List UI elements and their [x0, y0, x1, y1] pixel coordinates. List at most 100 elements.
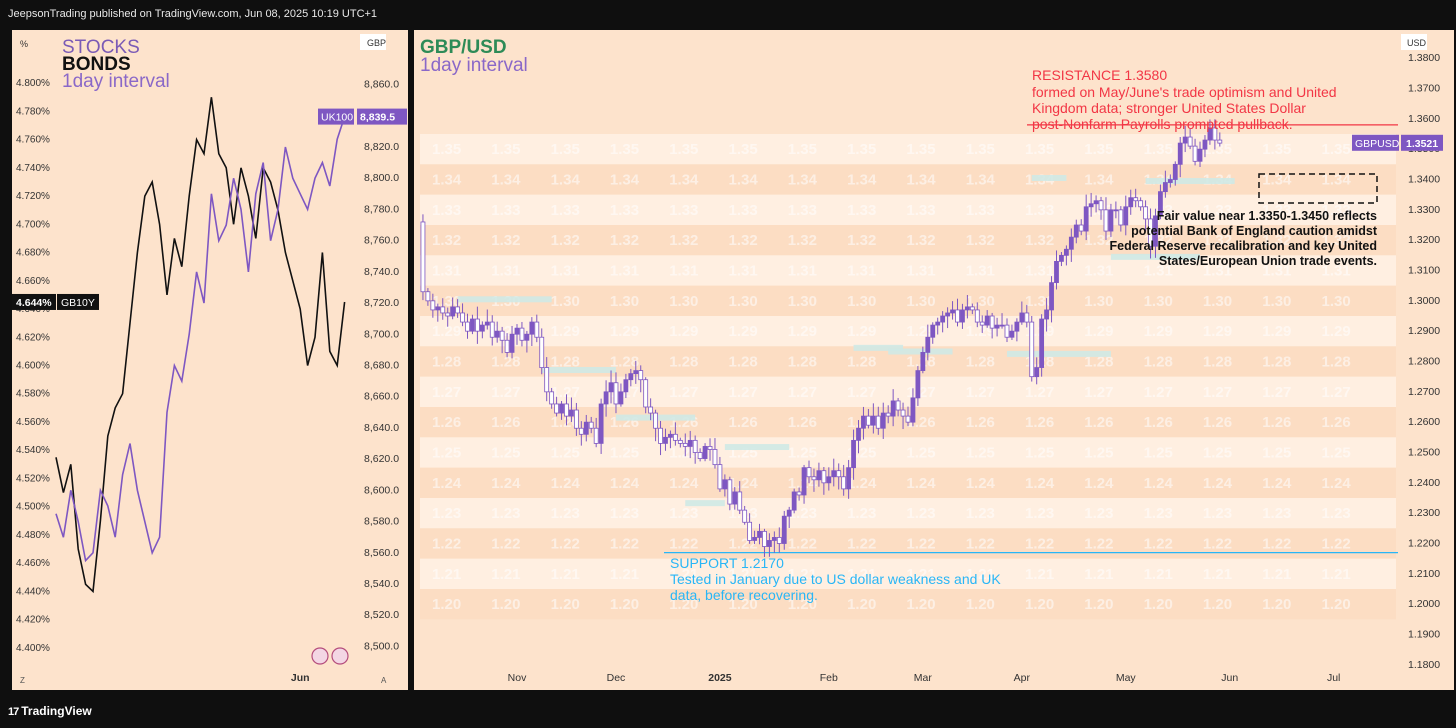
candle-body — [905, 415, 911, 423]
grid-watermark: 1.34 — [551, 172, 581, 189]
grid-watermark: 1.28 — [966, 354, 995, 371]
grid-watermark: 1.26 — [1322, 414, 1351, 431]
gbpusd-panel[interactable]: 1.35 1.35 1.35 1.35 1.35 1.35 1.35 1.35 1.35 1.35… — [414, 30, 1454, 690]
grid-watermark: 1.21 — [610, 566, 639, 583]
left-panel-bg — [12, 30, 408, 690]
candle-body — [1123, 206, 1129, 226]
candle-body — [915, 370, 921, 399]
left-price-axis-tick: 8,520.0 — [364, 609, 399, 621]
gb10y-value: 4.644% — [16, 297, 52, 309]
usd-axis-tick: 1.1800 — [1408, 659, 1440, 671]
grid-watermark: 1.34 — [966, 172, 996, 189]
candle-body — [663, 436, 668, 444]
candle-body — [885, 412, 891, 417]
chart-canvas[interactable]: %4.800%4.780%4.760%4.740%4.720%4.700%4.6… — [0, 0, 1456, 692]
grid-watermark: 1.27 — [847, 384, 876, 401]
grid-watermark: 1.23 — [847, 505, 876, 522]
grid-watermark: 1.23 — [1144, 505, 1173, 522]
candle-body — [826, 476, 832, 484]
usd-axis-tick: 1.2300 — [1408, 507, 1440, 519]
grid-watermark: 1.22 — [1144, 536, 1173, 553]
left-price-axis-tick: 8,560.0 — [364, 547, 399, 559]
grid-watermark: 1.34 — [729, 172, 759, 189]
grid-watermark: 1.26 — [432, 414, 461, 431]
candle-body — [955, 309, 960, 323]
candle-body — [732, 491, 738, 505]
grid-watermark: 1.34 — [491, 172, 521, 189]
candle-body — [796, 491, 802, 496]
grid-watermark: 1.20 — [1322, 596, 1351, 613]
candle-body — [950, 309, 955, 314]
grid-watermark: 1.25 — [1262, 445, 1291, 462]
left-price-axis-tick: 8,500.0 — [364, 640, 399, 652]
candle-body — [440, 306, 446, 314]
candle-body — [430, 300, 436, 311]
grid-watermark: 1.20 — [551, 596, 580, 613]
candle-body — [1138, 200, 1144, 208]
candle-body — [816, 470, 822, 481]
candle-body — [1182, 136, 1188, 144]
candle-body — [687, 439, 693, 447]
grid-watermark: 1.22 — [1084, 536, 1113, 553]
grid-watermark: 1.32 — [669, 232, 698, 249]
grid-watermark: 1.27 — [788, 384, 817, 401]
gbpusd-interval-label: 1day interval — [420, 55, 528, 76]
grid-watermark: 1.34 — [847, 172, 877, 189]
candle-body — [851, 439, 856, 469]
candle-body — [856, 427, 861, 441]
grid-watermark: 1.27 — [1262, 384, 1291, 401]
grid-watermark: 1.24 — [906, 475, 936, 492]
left-price-axis-tick: 8,800.0 — [364, 172, 399, 184]
candle-body — [1108, 209, 1114, 232]
grid-watermark: 1.33 — [1025, 202, 1054, 219]
grid-watermark: 1.24 — [491, 475, 521, 492]
grid-watermark: 1.29 — [669, 323, 698, 340]
left-axis-tick: 4.500% — [16, 502, 50, 513]
liquidity-zone — [685, 500, 725, 507]
candle-body — [781, 515, 787, 544]
grid-watermark: 1.20 — [669, 596, 698, 613]
candle-body — [682, 442, 688, 447]
tradingview-logo[interactable]: 17 TradingView — [8, 704, 92, 718]
usd-axis-tick: 1.2400 — [1408, 477, 1440, 489]
grid-watermark: 1.25 — [1025, 445, 1054, 462]
gbpusd-x-label: Feb — [820, 672, 838, 684]
grid-watermark: 1.25 — [669, 445, 698, 462]
price-band — [420, 255, 1396, 286]
grid-watermark: 1.31 — [906, 263, 935, 280]
left-axis-tick: 4.400% — [16, 643, 50, 654]
candle-body — [1113, 209, 1119, 212]
grid-watermark: 1.31 — [1203, 263, 1232, 280]
stocks-bonds-panel[interactable]: %4.800%4.780%4.760%4.740%4.720%4.700%4.6… — [12, 30, 408, 690]
candle-body — [1207, 127, 1213, 141]
candle-body — [1039, 318, 1045, 368]
left-axis-tick: 4.780% — [16, 106, 50, 117]
grid-watermark: 1.31 — [966, 263, 995, 280]
candle-body — [549, 391, 555, 405]
grid-watermark: 1.33 — [551, 202, 580, 219]
liquidity-zone — [1031, 174, 1067, 181]
left-time-axis: Jun — [291, 672, 310, 684]
candle-body — [806, 467, 812, 478]
candle-body — [979, 321, 985, 326]
grid-watermark: 1.31 — [432, 263, 461, 280]
grid-watermark: 1.35 — [906, 141, 935, 158]
grid-watermark: 1.20 — [610, 596, 639, 613]
grid-watermark: 1.30 — [1144, 293, 1173, 310]
candle-body — [593, 427, 599, 444]
liquidity-zone — [724, 444, 790, 451]
candle-body — [504, 339, 510, 353]
grid-watermark: 1.21 — [1262, 566, 1291, 583]
left-price-axis-tick: 8,680.0 — [364, 360, 399, 372]
candle-body — [717, 464, 723, 490]
grid-watermark: 1.22 — [966, 536, 995, 553]
candle-body — [1029, 321, 1035, 378]
note-line: potential Bank of England caution amidst — [1131, 224, 1378, 238]
grid-watermark: 1.28 — [1322, 354, 1351, 371]
liquidity-zone — [541, 366, 616, 373]
usd-axis-tick: 1.3300 — [1408, 204, 1440, 216]
price-band — [420, 467, 1396, 498]
grid-watermark: 1.26 — [491, 414, 520, 431]
candle-body — [470, 318, 475, 332]
price-band — [420, 528, 1396, 559]
